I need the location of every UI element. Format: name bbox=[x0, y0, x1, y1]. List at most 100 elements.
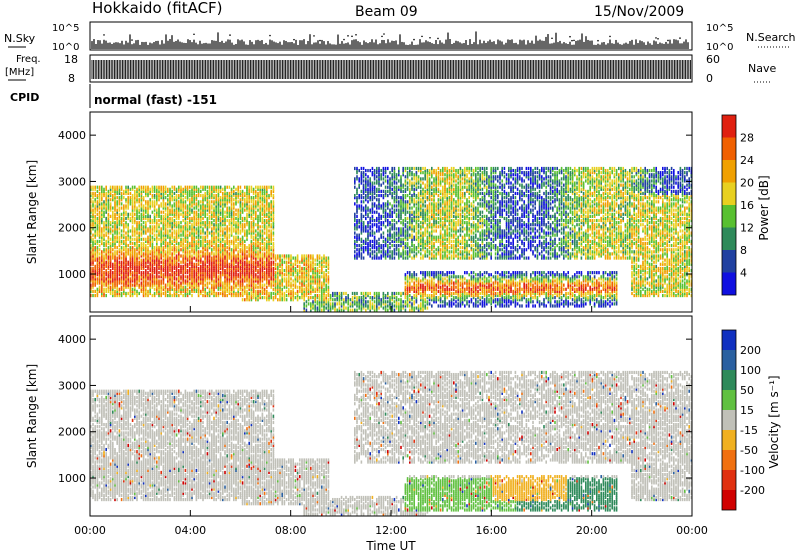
range-cell bbox=[292, 289, 294, 293]
range-cell bbox=[131, 252, 134, 256]
range-cell bbox=[318, 300, 321, 304]
range-cell bbox=[193, 289, 195, 293]
range-cell bbox=[222, 243, 224, 248]
range-cell bbox=[140, 254, 143, 258]
range-cell bbox=[147, 277, 149, 281]
range-cell bbox=[147, 254, 149, 258]
range-cell bbox=[112, 189, 114, 193]
range-cell bbox=[301, 279, 303, 283]
range-cell bbox=[338, 291, 341, 296]
range-cell bbox=[235, 283, 237, 287]
range-cell bbox=[162, 273, 165, 277]
range-cell bbox=[257, 198, 259, 202]
range-cell bbox=[173, 210, 176, 214]
range-cell bbox=[272, 193, 275, 198]
range-cell bbox=[160, 235, 162, 239]
range-cell bbox=[182, 293, 184, 298]
range-cell bbox=[182, 229, 184, 233]
nave-tick-top: 60 bbox=[706, 53, 720, 66]
range-cell bbox=[131, 210, 134, 214]
range-cell bbox=[233, 283, 235, 287]
range-cell bbox=[173, 277, 176, 281]
range-cell bbox=[255, 233, 257, 237]
range-cell bbox=[175, 233, 178, 237]
range-cell bbox=[244, 271, 246, 275]
range-cell bbox=[219, 241, 222, 246]
range-cell bbox=[340, 296, 343, 300]
range-cell bbox=[257, 187, 259, 191]
range-cell bbox=[237, 264, 239, 268]
range-cell bbox=[195, 241, 198, 246]
range-cell bbox=[204, 210, 206, 214]
range-cell bbox=[195, 223, 198, 227]
range-cell bbox=[107, 271, 110, 275]
range-cell bbox=[90, 185, 92, 189]
range-cell bbox=[215, 225, 217, 229]
range-cell bbox=[125, 293, 127, 298]
range-cell bbox=[120, 235, 123, 239]
range-cell bbox=[206, 258, 209, 262]
range-cell bbox=[235, 223, 237, 227]
range-cell bbox=[310, 304, 312, 308]
range-cell bbox=[248, 296, 250, 300]
range-cell bbox=[255, 210, 257, 214]
range-cell bbox=[186, 227, 189, 231]
range-cell bbox=[206, 189, 209, 193]
range-cell bbox=[279, 291, 281, 296]
range-cell bbox=[158, 223, 160, 227]
range-cell bbox=[107, 258, 110, 262]
range-cell bbox=[173, 275, 176, 279]
range-cell bbox=[134, 241, 136, 246]
range-cell bbox=[224, 218, 226, 223]
range-cell bbox=[283, 260, 286, 264]
range-cell bbox=[213, 241, 215, 246]
range-cell bbox=[222, 281, 224, 285]
range-cell bbox=[145, 200, 147, 204]
range-cell bbox=[142, 189, 145, 193]
range-cell bbox=[213, 196, 215, 200]
range-cell bbox=[186, 271, 189, 275]
range-cell bbox=[193, 246, 195, 250]
range-cell bbox=[114, 239, 116, 243]
range-cell bbox=[281, 254, 283, 258]
range-cell bbox=[167, 266, 169, 271]
range-cell bbox=[261, 233, 264, 237]
range-cell bbox=[112, 218, 114, 223]
range-cell bbox=[145, 279, 147, 283]
range-cell bbox=[123, 273, 125, 277]
range-cell bbox=[318, 275, 321, 279]
range-cell bbox=[239, 273, 242, 277]
range-cell bbox=[200, 210, 202, 214]
range-cell bbox=[116, 223, 118, 227]
range-cell bbox=[303, 296, 305, 300]
range-cell bbox=[195, 258, 198, 262]
range-cell bbox=[272, 256, 275, 260]
range-cell bbox=[167, 218, 169, 223]
range-cell bbox=[314, 275, 316, 279]
range-cell bbox=[266, 262, 268, 266]
range-cell bbox=[138, 200, 140, 204]
range-cell bbox=[266, 239, 268, 243]
range-cell bbox=[182, 268, 184, 273]
range-cell bbox=[226, 279, 228, 283]
range-cell bbox=[90, 285, 92, 289]
range-cell bbox=[109, 273, 112, 277]
range-cell bbox=[318, 268, 321, 273]
range-cell bbox=[191, 225, 193, 229]
range-cell bbox=[114, 227, 116, 231]
range-cell bbox=[127, 216, 129, 221]
range-cell bbox=[195, 256, 198, 260]
range-cell bbox=[145, 291, 147, 296]
range-cell bbox=[158, 214, 160, 218]
range-cell bbox=[151, 221, 154, 225]
range-cell bbox=[230, 216, 233, 221]
range-cell bbox=[164, 187, 167, 191]
range-cell bbox=[215, 279, 217, 283]
range-cell bbox=[356, 239, 358, 243]
range-cell bbox=[219, 273, 222, 277]
range-cell bbox=[101, 252, 103, 256]
range-cell bbox=[299, 285, 301, 289]
range-cell bbox=[164, 289, 167, 293]
range-cell bbox=[250, 212, 253, 216]
range-cell bbox=[94, 256, 96, 260]
